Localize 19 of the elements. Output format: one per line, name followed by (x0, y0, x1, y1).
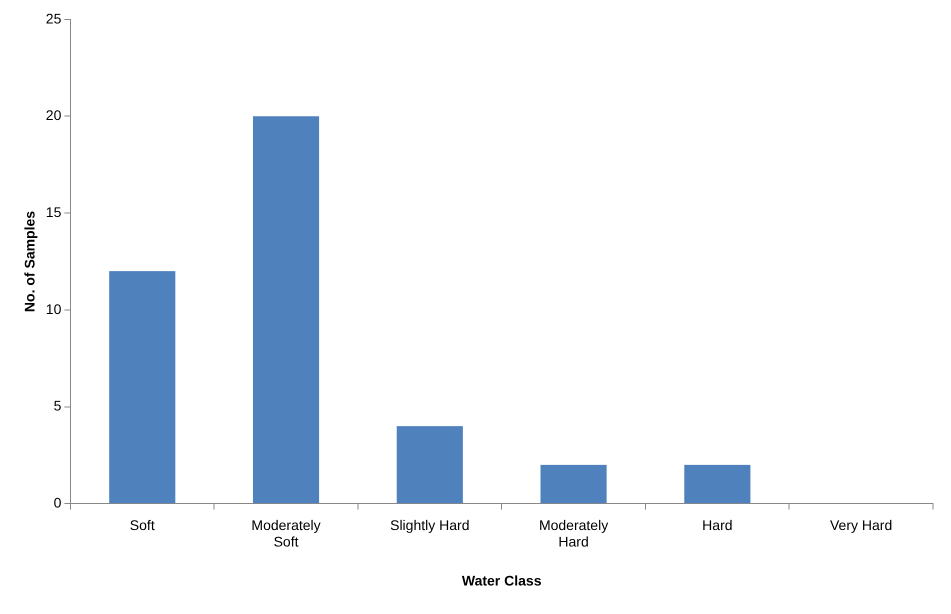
y-axis-title: No. of Samples (21, 210, 38, 312)
bar (684, 464, 750, 504)
bar (109, 271, 176, 504)
x-tick-label: Moderately Hard (538, 516, 608, 550)
y-tick-label: 25 (46, 10, 62, 26)
bar (540, 464, 607, 504)
y-tick-label: 10 (46, 300, 62, 317)
x-axis-title: Water Class (462, 572, 542, 588)
bar (252, 116, 320, 504)
x-tick-label: Soft (130, 516, 155, 533)
y-tick-label: 0 (54, 494, 62, 510)
bar (396, 426, 463, 504)
x-tick-label: Very Hard (830, 516, 892, 533)
x-tick-label: Slightly Hard (390, 516, 470, 533)
x-tick-label: Hard (702, 516, 733, 533)
y-tick-label: 20 (46, 107, 62, 124)
x-tick-label: Moderately Soft (251, 516, 321, 550)
y-tick-label: 15 (46, 204, 62, 220)
y-tick-label: 5 (54, 398, 62, 414)
